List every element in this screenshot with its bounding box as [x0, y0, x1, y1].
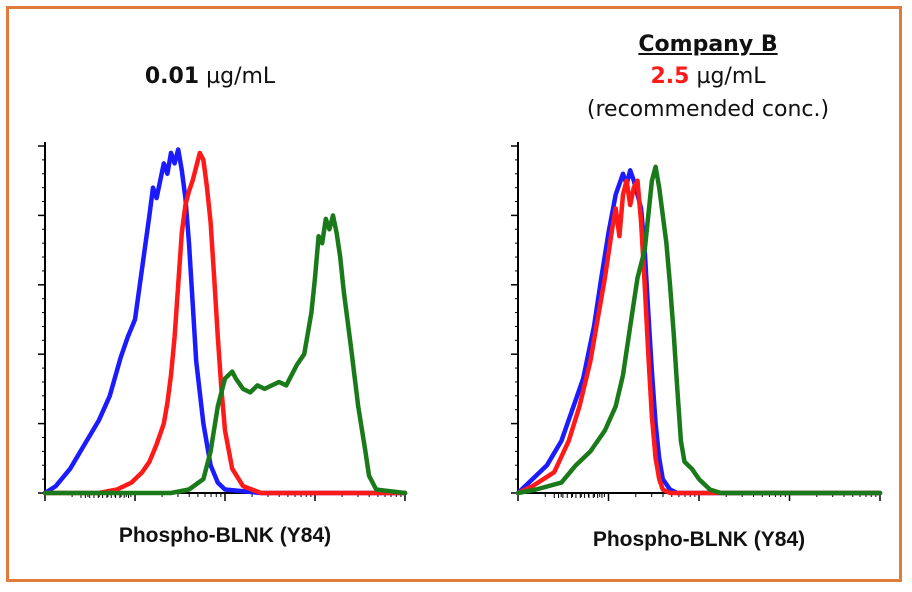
- panel-1-xlabel: Phospho-BLNK (Y84): [118, 524, 332, 547]
- figure-border: [6, 6, 902, 582]
- red-histogram-line: [42, 150, 408, 496]
- panel-1-concentration: 0.01: [144, 64, 200, 89]
- panel-2-unit: µg/mL: [689, 64, 766, 89]
- panel-2-company: Company B: [558, 32, 858, 57]
- panel-1-unit: µg/mL: [199, 64, 276, 89]
- panel-2-plot: [511, 142, 883, 501]
- panel-2-xlabel: Phospho-BLNK (Y84): [592, 528, 806, 551]
- red-histogram-line: [515, 178, 883, 496]
- panel-2-title: 2.5 µg/mL: [558, 64, 858, 89]
- company-name: Company B: [638, 32, 778, 57]
- panel-2-note: (recommended conc.): [586, 97, 830, 122]
- blue-histogram-line: [515, 168, 883, 496]
- blue-histogram-line: [42, 147, 408, 496]
- green-histogram-line: [515, 164, 883, 496]
- green-histogram-line: [42, 213, 408, 496]
- panel-1-title: 0.01 µg/mL: [60, 64, 360, 89]
- panel-1-plot: [38, 142, 408, 501]
- panel-2-concentration: 2.5: [650, 64, 690, 89]
